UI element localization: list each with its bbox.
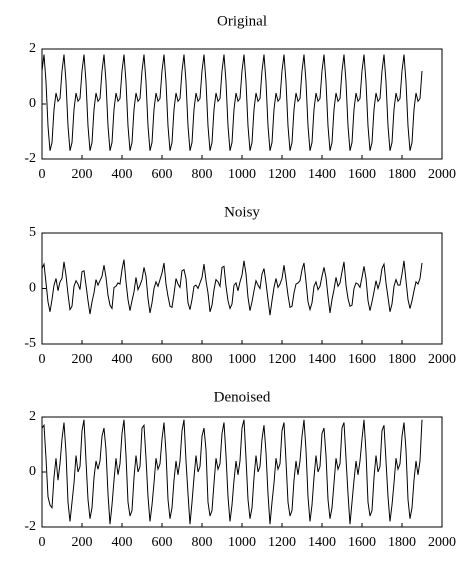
x-tick-label: 1600 bbox=[348, 167, 376, 182]
x-tick-label: 1200 bbox=[268, 352, 296, 367]
y-tick-label: 0 bbox=[29, 464, 36, 479]
y-tick-label: 0 bbox=[29, 96, 36, 111]
y-tick-label: 2 bbox=[29, 409, 36, 424]
x-tick-label: 1400 bbox=[308, 352, 336, 367]
y-tick-label: 0 bbox=[29, 281, 36, 296]
y-tick-label: 5 bbox=[29, 225, 36, 240]
x-tick-label: 0 bbox=[39, 535, 46, 550]
data-line bbox=[41, 259, 423, 316]
x-tick-label: 600 bbox=[152, 535, 173, 550]
x-tick-label: 2000 bbox=[428, 167, 456, 182]
x-tick-label: 1600 bbox=[348, 535, 376, 550]
subplot-title: Denoised bbox=[214, 389, 271, 405]
x-tick-label: 1000 bbox=[228, 167, 256, 182]
axes-box bbox=[41, 232, 443, 345]
x-tick-label: 600 bbox=[152, 352, 173, 367]
x-tick-label: 1400 bbox=[308, 535, 336, 550]
x-tick-label: 0 bbox=[39, 167, 46, 182]
x-tick-label: 1600 bbox=[348, 352, 376, 367]
x-tick-label: 600 bbox=[152, 167, 173, 182]
x-tick-label: 2000 bbox=[428, 352, 456, 367]
x-tick-label: 800 bbox=[192, 535, 213, 550]
x-tick-label: 0 bbox=[39, 352, 46, 367]
x-tick-label: 400 bbox=[112, 167, 133, 182]
x-tick-label: 1800 bbox=[388, 535, 416, 550]
x-tick-label: 1800 bbox=[388, 167, 416, 182]
x-tick-label: 800 bbox=[192, 167, 213, 182]
y-tick-label: -5 bbox=[24, 336, 36, 351]
x-tick-label: 200 bbox=[72, 167, 93, 182]
x-tick-label: 1000 bbox=[228, 352, 256, 367]
y-tick-label: 2 bbox=[29, 41, 36, 56]
x-tick-label: 200 bbox=[72, 352, 93, 367]
x-tick-label: 1200 bbox=[268, 167, 296, 182]
y-tick-label: -2 bbox=[24, 151, 36, 166]
x-tick-label: 200 bbox=[72, 535, 93, 550]
axes-box bbox=[41, 48, 443, 160]
x-tick-label: 1200 bbox=[268, 535, 296, 550]
x-tick-label: 1000 bbox=[228, 535, 256, 550]
data-line bbox=[41, 54, 423, 151]
y-tick-label: -2 bbox=[24, 519, 36, 534]
x-tick-label: 1400 bbox=[308, 167, 336, 182]
x-tick-label: 400 bbox=[112, 535, 133, 550]
x-tick-label: 400 bbox=[112, 352, 133, 367]
x-tick-label: 2000 bbox=[428, 535, 456, 550]
data-line bbox=[41, 419, 423, 525]
x-tick-label: 800 bbox=[192, 352, 213, 367]
subplot-title: Noisy bbox=[224, 204, 260, 220]
x-tick-label: 1800 bbox=[388, 352, 416, 367]
subplot-title: Original bbox=[217, 13, 267, 29]
